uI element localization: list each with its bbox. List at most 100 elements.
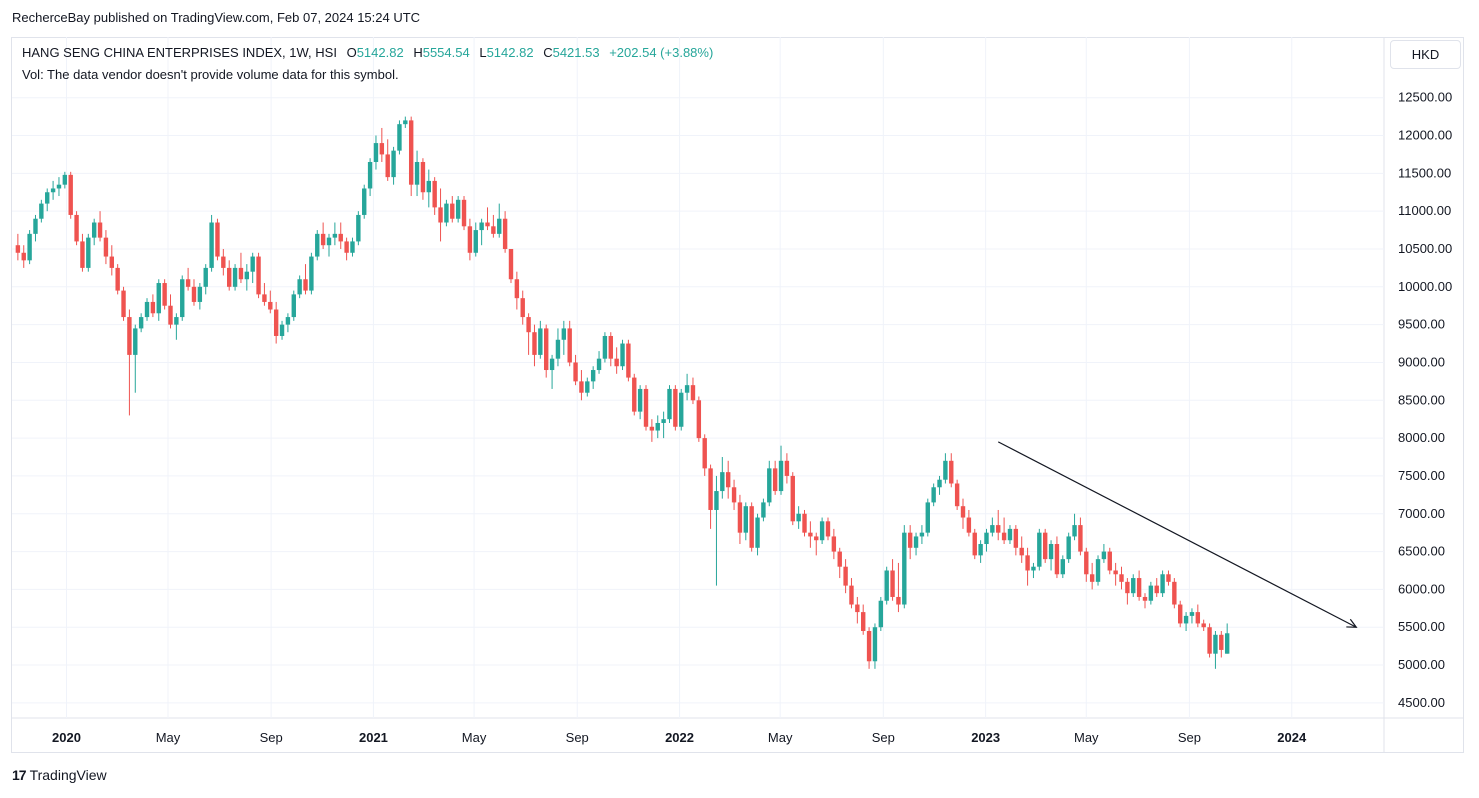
candle <box>191 279 197 306</box>
candle <box>426 169 431 208</box>
candle <box>690 377 696 405</box>
candle-body <box>1019 547 1024 556</box>
candle-body <box>767 468 772 503</box>
candle <box>749 502 754 552</box>
candle-body <box>473 230 478 253</box>
tradingview-brand[interactable]: 17 TradingView <box>12 767 107 783</box>
time-tick-label: Sep <box>1178 730 1201 745</box>
candle-body <box>855 604 860 613</box>
candle-body <box>426 180 431 193</box>
candle <box>15 233 21 261</box>
candle <box>397 120 402 155</box>
candle-body <box>690 385 696 401</box>
candle <box>837 547 842 579</box>
candle <box>338 222 343 249</box>
candle <box>467 218 473 261</box>
candle <box>990 517 995 537</box>
candle <box>444 199 449 227</box>
candle <box>731 479 737 510</box>
candle-body <box>990 525 995 533</box>
candle <box>878 596 884 632</box>
candle <box>479 218 484 246</box>
change-value: +202.54 (+3.88%) <box>609 45 714 60</box>
candle <box>614 347 619 374</box>
candle-body <box>68 174 73 215</box>
candle <box>831 528 837 560</box>
candle-body <box>1166 574 1171 582</box>
candle-body <box>960 506 966 518</box>
candle <box>438 188 443 242</box>
candle <box>332 222 338 246</box>
candle <box>896 562 901 613</box>
grid-lines <box>12 37 1464 753</box>
candle <box>866 627 872 669</box>
time-tick-label: Sep <box>260 730 283 745</box>
candle <box>21 245 26 268</box>
candle <box>373 135 379 170</box>
candle-body <box>62 174 68 185</box>
candle <box>561 320 567 355</box>
candle <box>737 494 743 545</box>
candle <box>637 385 643 420</box>
candle-body <box>56 184 62 189</box>
candle-body <box>907 532 913 548</box>
candle <box>714 475 719 586</box>
candle-body <box>954 483 960 507</box>
candle <box>573 354 578 386</box>
candle-body <box>1095 559 1101 582</box>
candle <box>743 502 749 541</box>
candle <box>802 509 807 537</box>
candle <box>127 309 132 416</box>
candle <box>1066 532 1071 563</box>
candle <box>943 453 948 484</box>
price-tick-label: 7500.00 <box>1398 468 1445 483</box>
candle-body <box>332 233 338 238</box>
candle <box>309 252 314 295</box>
candle <box>45 188 50 212</box>
trend-line[interactable] <box>997 441 1358 628</box>
candle <box>1178 600 1183 628</box>
candle <box>696 396 702 442</box>
candle-body <box>561 328 567 340</box>
candle-body <box>514 279 520 299</box>
candle <box>185 267 191 291</box>
symbol-legend: HANG SENG CHINA ENTERPRISES INDEX, 1W, H… <box>22 45 713 60</box>
candle-body <box>180 279 185 318</box>
candle-body <box>373 143 379 162</box>
candle <box>1113 562 1118 586</box>
candle-body <box>502 218 508 249</box>
price-tick-label: 9000.00 <box>1398 354 1445 369</box>
candle-body <box>890 570 895 597</box>
candle-body <box>643 388 649 427</box>
candle-body <box>702 438 707 469</box>
price-tick-label: 10500.00 <box>1398 241 1452 256</box>
price-tick-label: 11500.00 <box>1398 165 1451 180</box>
candle-body <box>526 317 531 333</box>
candle <box>725 460 731 499</box>
candle-body <box>972 532 977 556</box>
high-value: 5554.54 <box>422 45 470 60</box>
candle <box>297 275 302 299</box>
candle <box>356 211 361 246</box>
candle <box>133 324 138 393</box>
candle-body <box>1219 634 1224 650</box>
candle <box>772 460 778 495</box>
candle-body <box>256 256 261 295</box>
candle <box>532 324 537 367</box>
candle-body <box>661 419 666 423</box>
candle-body <box>1072 525 1077 537</box>
candle-body <box>455 199 461 219</box>
currency-button[interactable]: HKD <box>1390 40 1461 69</box>
candle <box>708 464 713 529</box>
candle <box>978 540 983 563</box>
candle-body <box>1113 570 1118 575</box>
candle <box>403 116 408 128</box>
candle-body <box>1089 574 1095 582</box>
candle-body <box>1178 604 1183 624</box>
candle-body <box>913 536 919 548</box>
candle <box>379 127 385 162</box>
candle <box>485 207 490 231</box>
candle <box>655 415 660 439</box>
candle-body <box>1037 532 1042 567</box>
